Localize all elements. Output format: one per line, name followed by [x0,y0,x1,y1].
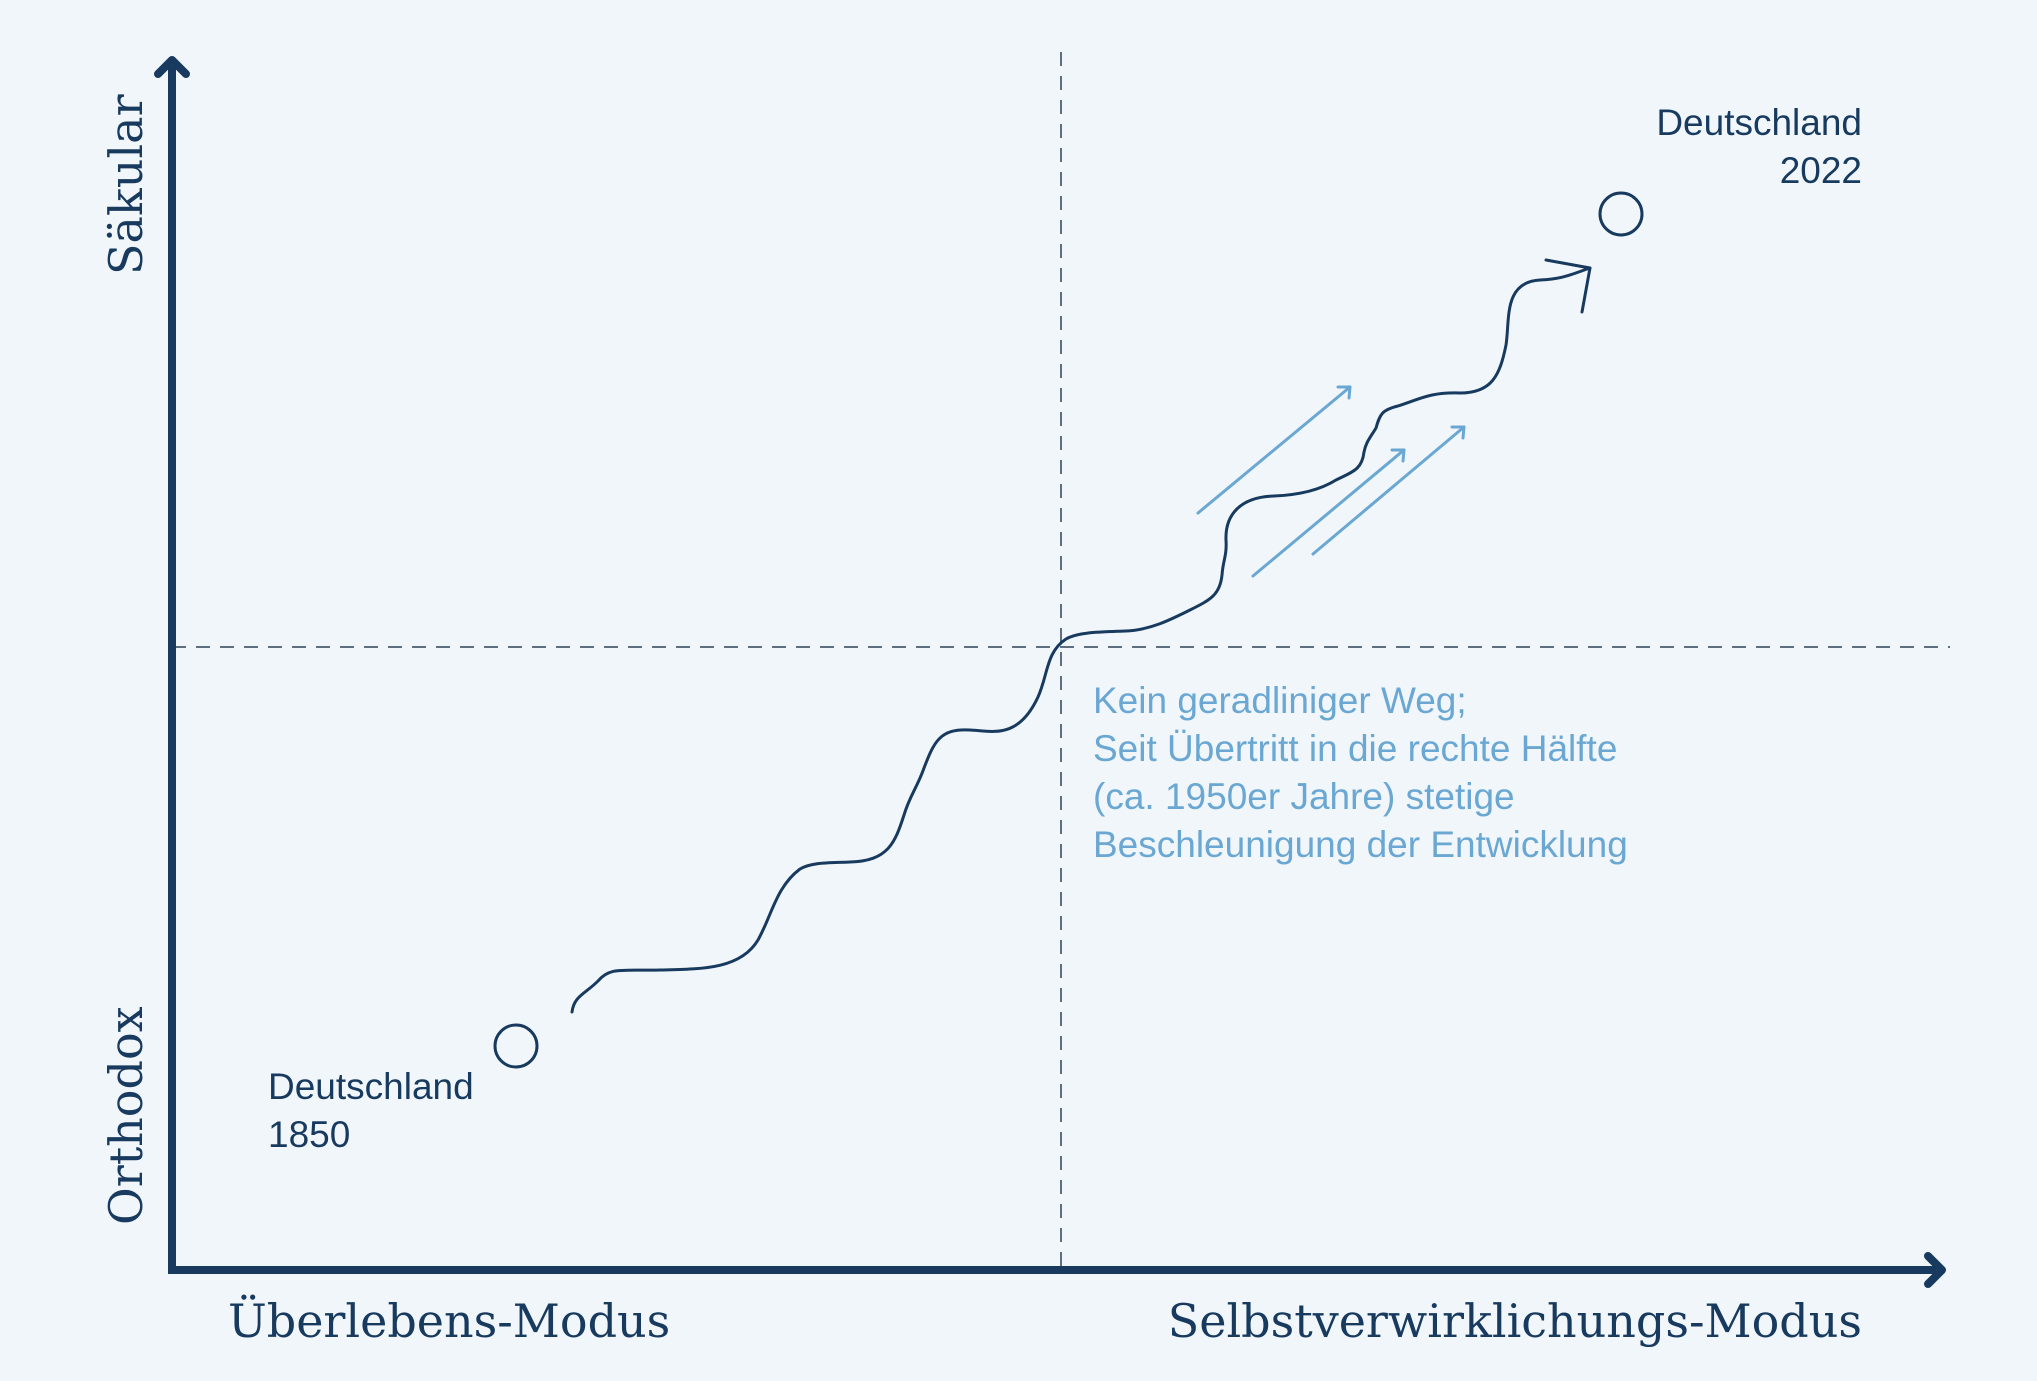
end-point-label-country: Deutschland [1656,102,1862,143]
acceleration-arrows [1196,385,1466,578]
x-axis-arrowhead [1924,1252,1946,1288]
development-path-arrowhead [1544,258,1592,314]
start-point-label-year: 1850 [268,1114,350,1155]
y-axis-arrowhead [154,56,190,78]
y-axis-top-label: Säkular [99,94,153,275]
acceleration-arrow-1-head [1336,385,1352,400]
development-path [570,266,1592,1014]
annotation-line-2: Seit Übertritt in die rechte Hälfte [1093,728,1617,769]
x-axis-right-label: Selbstverwirklichungs-Modus [1168,1294,1862,1348]
acceleration-arrow-1 [1196,385,1352,515]
acceleration-arrow-2-head [1390,448,1406,463]
x-axis-left-label: Überlebens-Modus [228,1293,670,1348]
end-point-label-year: 2022 [1780,150,1862,191]
annotation-line-1: Kein geradliniger Weg; [1093,680,1467,721]
acceleration-arrow-2 [1251,448,1406,578]
y-axis-bottom-label: Orthodox [99,1006,153,1225]
acceleration-arrow-3-head [1450,425,1466,440]
annotation-text: Kein geradliniger Weg; Seit Übertritt in… [1093,680,1628,865]
annotation-line-3: (ca. 1950er Jahre) stetige [1093,776,1515,817]
acceleration-arrow-3 [1311,425,1466,556]
start-point-marker [493,1023,539,1069]
end-point-marker [1598,191,1644,237]
annotation-line-4: Beschleunigung der Entwicklung [1093,824,1628,865]
start-point-label-country: Deutschland [268,1066,474,1107]
